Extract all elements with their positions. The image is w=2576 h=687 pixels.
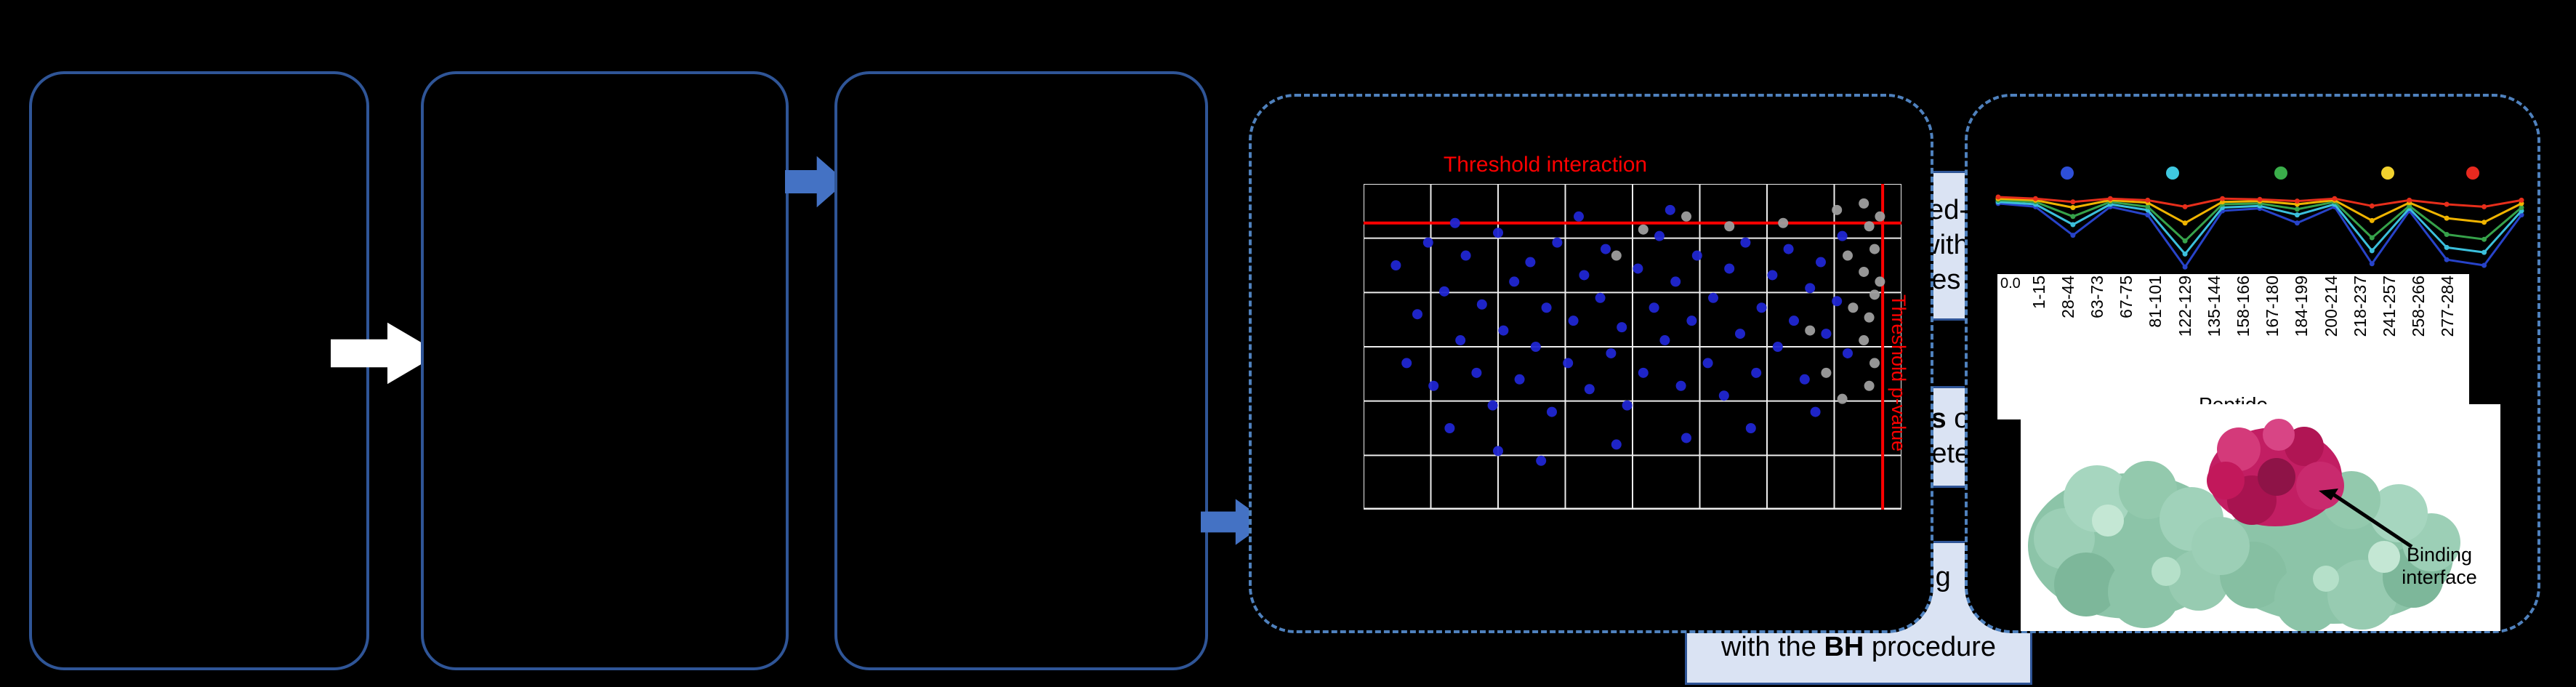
threshold-interaction-label: Threshold interaction bbox=[1443, 153, 1648, 177]
peptide-tick-label: 63-73 bbox=[2087, 276, 2106, 318]
protein-structure-panel: Binding interface bbox=[2021, 404, 2500, 631]
peptide-tick-label: 28-44 bbox=[2058, 276, 2077, 318]
binding-interface-label: Binding interface bbox=[2402, 544, 2477, 589]
csv-box: X CSV bbox=[421, 71, 1176, 670]
input-data-box bbox=[29, 71, 369, 670]
uptake-plot bbox=[1995, 166, 2524, 270]
arrow-right-icon bbox=[331, 322, 440, 385]
peptide-tick-label: 241-257 bbox=[2379, 276, 2399, 337]
peptide-tick-label: 81-101 bbox=[2146, 276, 2165, 328]
peptide-tick-label: 1-15 bbox=[2029, 276, 2048, 310]
peptide-tick-label: 158-166 bbox=[2233, 276, 2253, 337]
peptide-tick-label: 258-266 bbox=[2409, 276, 2428, 337]
protein-surface-image bbox=[2028, 419, 2460, 631]
peptide-tick-label: 122-129 bbox=[2175, 276, 2194, 337]
threshold-pvalue-label: Threshold p-value bbox=[1888, 294, 1909, 452]
model-steps-box: Fit a linear mixed- effects model with R… bbox=[834, 71, 2032, 685]
peptide-axis-panel: 0.0 1-15 28-44 63-73 67-75 81-101 122-129 135-… bbox=[1997, 274, 2469, 419]
arrow-right-icon bbox=[785, 156, 846, 208]
peptide-tick-label: 135-144 bbox=[2204, 276, 2223, 337]
peptide-labels: 1-15 28-44 63-73 67-75 81-101 122-129 135-144 1… bbox=[2025, 276, 2462, 390]
peptide-tick-label: 67-75 bbox=[2117, 276, 2136, 318]
y-axis-tick: 0.0 bbox=[2000, 276, 2021, 292]
peptide-tick-label: 218-237 bbox=[2350, 276, 2370, 337]
volcano-plot bbox=[1364, 184, 1901, 510]
peptide-tick-label: 167-180 bbox=[2263, 276, 2282, 337]
peptide-tick-label: 277-284 bbox=[2438, 276, 2458, 337]
peptide-tick-label: 184-199 bbox=[2292, 276, 2311, 337]
peptide-tick-label: 200-214 bbox=[2321, 276, 2340, 337]
